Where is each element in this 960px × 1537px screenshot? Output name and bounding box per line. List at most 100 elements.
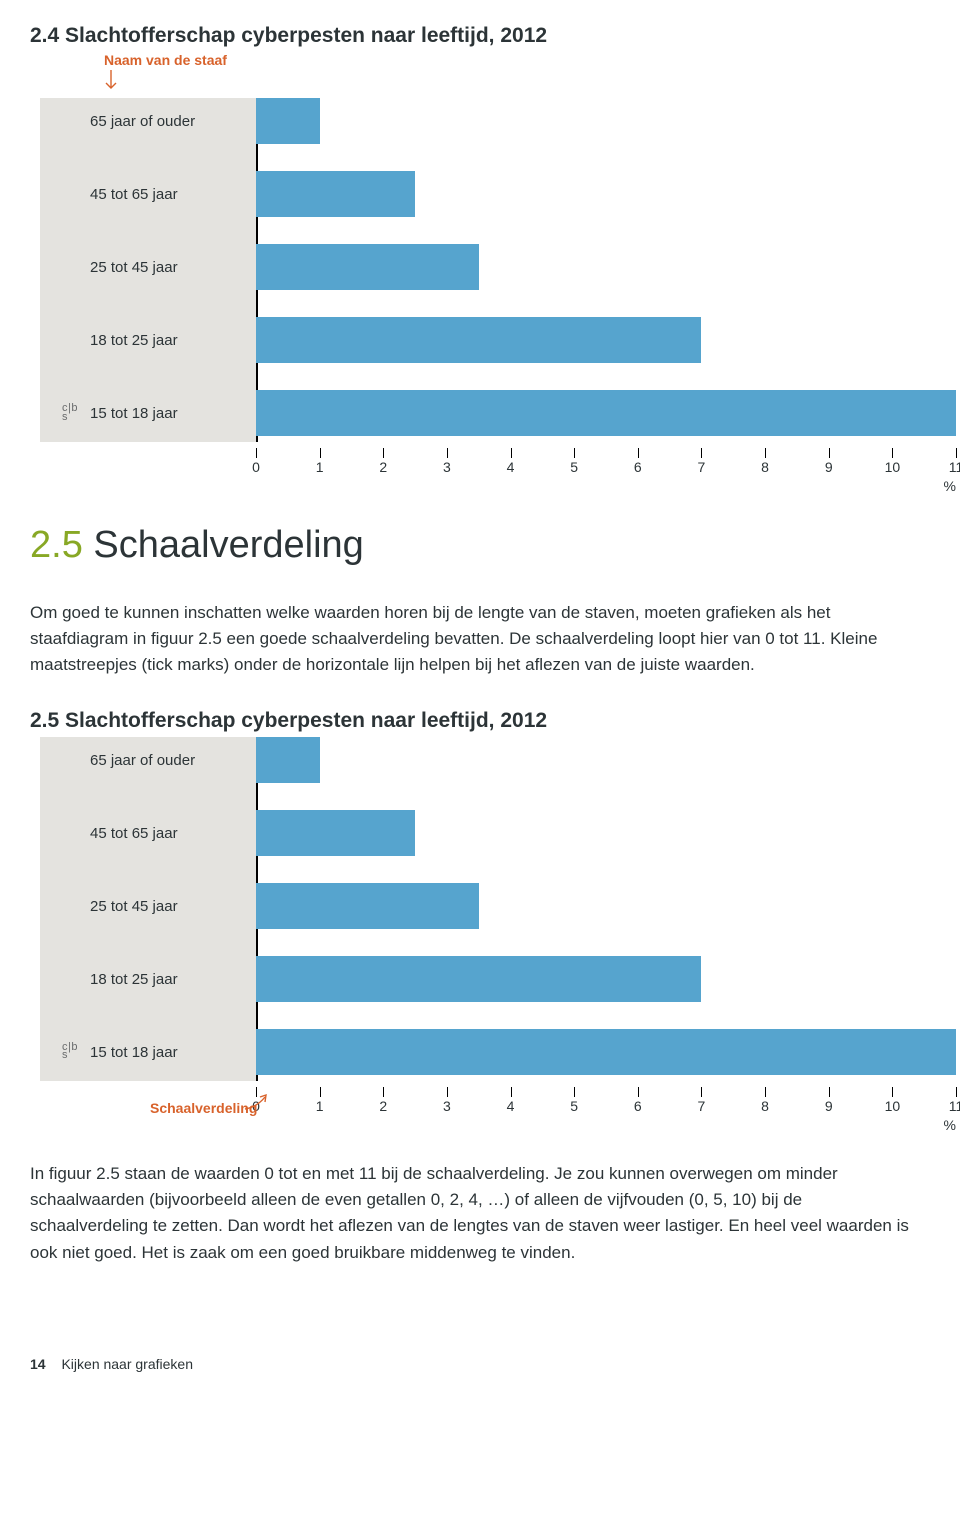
x-tick <box>701 448 702 458</box>
arrow-down-icon <box>104 70 118 92</box>
x-tick-label: 4 <box>507 1098 515 1114</box>
bar-label: 15 tot 18 jaar <box>90 405 178 422</box>
bar-row: 25 tot 45 jaar <box>30 883 930 929</box>
cbs-logo-icon: c|bs <box>62 404 78 422</box>
x-tick-label: 1 <box>316 1098 324 1114</box>
bar <box>256 244 479 290</box>
x-tick <box>765 448 766 458</box>
x-axis-unit: % <box>944 478 956 494</box>
section-2-5-title: Schaalverdeling <box>93 524 363 566</box>
bar-row: 45 tot 65 jaar <box>30 810 930 856</box>
chart-2-4-ticks: 01234567891011% <box>256 446 956 458</box>
x-tick <box>320 1087 321 1097</box>
section-2-5-heading: 2.5 Schaalverdeling <box>30 522 930 570</box>
bar <box>256 810 415 856</box>
x-tick-label: 9 <box>825 459 833 475</box>
bar-row: 65 jaar of ouder <box>30 98 930 144</box>
annotation-naam-staaf: Naam van de staaf <box>104 52 930 68</box>
chart-2-5-ticks: 01234567891011% <box>256 1085 956 1097</box>
bar-label: 18 tot 25 jaar <box>90 971 178 988</box>
bar <box>256 737 320 783</box>
x-tick-label: 8 <box>761 459 769 475</box>
x-tick-label: 10 <box>885 1098 901 1114</box>
bar-row: 18 tot 25 jaar <box>30 956 930 1002</box>
bar <box>256 1029 956 1075</box>
x-tick <box>638 1087 639 1097</box>
chart-2-5: 2.5 Slachtofferschap cyberpesten naar le… <box>30 709 930 1115</box>
bar <box>256 317 701 363</box>
x-tick <box>892 448 893 458</box>
x-tick <box>511 1087 512 1097</box>
bar-label: 45 tot 65 jaar <box>90 186 178 203</box>
x-tick-label: 6 <box>634 1098 642 1114</box>
paragraph-1: Om goed te kunnen inschatten welke waard… <box>30 600 910 679</box>
chart-2-5-title: 2.5 Slachtofferschap cyberpesten naar le… <box>30 709 930 733</box>
x-tick-label: 2 <box>379 459 387 475</box>
x-tick <box>320 448 321 458</box>
cbs-logo-icon: c|bs <box>62 1043 78 1061</box>
bar <box>256 390 956 436</box>
x-tick-label: 6 <box>634 459 642 475</box>
bar-row: 25 tot 45 jaar <box>30 244 930 290</box>
chart-2-5-rows: 65 jaar of ouder 45 tot 65 jaar 25 tot 45 … <box>30 737 930 1115</box>
bar-row: 15 tot 18 jaar c|bs <box>30 1029 930 1075</box>
bar <box>256 98 320 144</box>
x-tick <box>956 1087 957 1097</box>
x-tick <box>638 448 639 458</box>
x-tick <box>829 1087 830 1097</box>
x-tick-label: 11 <box>949 1098 960 1114</box>
annotation-schaalverdeling: Schaalverdeling <box>150 1100 257 1116</box>
x-tick-label: 7 <box>698 459 706 475</box>
x-tick-label: 9 <box>825 1098 833 1114</box>
x-tick-label: 3 <box>443 459 451 475</box>
bar-label: 15 tot 18 jaar <box>90 1044 178 1061</box>
bar-label: 25 tot 45 jaar <box>90 898 178 915</box>
bar-row: 15 tot 18 jaar c|bs <box>30 390 930 436</box>
x-tick <box>447 448 448 458</box>
x-tick-label: 3 <box>443 1098 451 1114</box>
bar <box>256 171 415 217</box>
x-tick <box>256 448 257 458</box>
chart-2-4: 2.4 Slachtofferschap cyberpesten naar le… <box>30 24 930 476</box>
x-tick <box>511 448 512 458</box>
bar-row: 45 tot 65 jaar <box>30 171 930 217</box>
paragraph-2: In figuur 2.5 staan de waarden 0 tot en … <box>30 1161 910 1266</box>
x-tick <box>383 448 384 458</box>
x-tick-label: 5 <box>570 1098 578 1114</box>
bar-label: 65 jaar of ouder <box>90 752 195 769</box>
chart-2-4-title: 2.4 Slachtofferschap cyberpesten naar le… <box>30 24 930 48</box>
bar <box>256 956 701 1002</box>
x-tick-label: 5 <box>570 459 578 475</box>
x-tick <box>447 1087 448 1097</box>
bar-label: 18 tot 25 jaar <box>90 332 178 349</box>
arrow-up-icon <box>243 1093 269 1111</box>
x-tick-label: 0 <box>252 459 260 475</box>
page-footer: 14 Kijken naar grafieken <box>30 1356 930 1372</box>
bar-row: 18 tot 25 jaar <box>30 317 930 363</box>
x-axis-unit: % <box>944 1117 956 1133</box>
x-tick <box>701 1087 702 1097</box>
chart-2-4-rows: 65 jaar of ouder 45 tot 65 jaar 25 tot 45 … <box>30 98 930 476</box>
x-tick <box>574 448 575 458</box>
bar-label: 25 tot 45 jaar <box>90 259 178 276</box>
x-tick-label: 8 <box>761 1098 769 1114</box>
x-tick <box>765 1087 766 1097</box>
x-tick <box>383 1087 384 1097</box>
page-footer-text: Kijken naar grafieken <box>61 1356 193 1372</box>
x-tick <box>574 1087 575 1097</box>
bar-row: 65 jaar of ouder <box>30 737 930 783</box>
bar <box>256 883 479 929</box>
bar-label: 45 tot 65 jaar <box>90 825 178 842</box>
x-tick-label: 10 <box>885 459 901 475</box>
x-tick-label: 4 <box>507 459 515 475</box>
x-tick-label: 1 <box>316 459 324 475</box>
x-tick <box>956 448 957 458</box>
x-tick <box>892 1087 893 1097</box>
bar-label: 65 jaar of ouder <box>90 113 195 130</box>
x-tick <box>829 448 830 458</box>
page-number: 14 <box>30 1356 46 1372</box>
x-tick-label: 7 <box>698 1098 706 1114</box>
x-tick-label: 2 <box>379 1098 387 1114</box>
x-tick-label: 11 <box>949 459 960 475</box>
section-2-5-number: 2.5 <box>30 524 83 566</box>
